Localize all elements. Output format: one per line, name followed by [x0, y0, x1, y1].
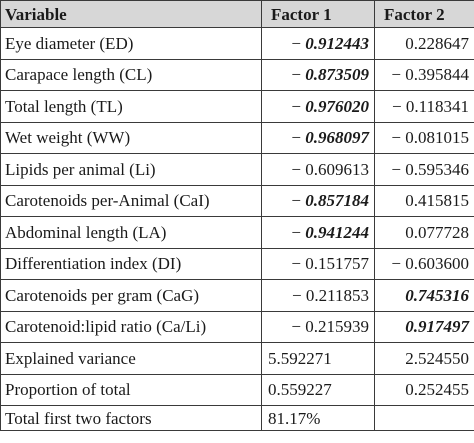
variable-cell: Carapace length (CL): [0, 58, 262, 91]
variable-cell: Explained variance: [0, 342, 262, 375]
factor-2-cell: 0.415815: [374, 184, 474, 217]
variable-cell: Total length (TL): [0, 90, 262, 123]
factor-2-cell: − 0.603600: [374, 247, 474, 280]
factor-1-cell: − 0.151757: [261, 247, 375, 280]
factor-2-cell: 0.917497: [374, 310, 474, 343]
header-factor-1: Factor 1: [261, 0, 375, 28]
factor-1-cell: 81.17%: [261, 405, 375, 431]
variable-cell: Lipids per animal (Li): [0, 153, 262, 186]
factor-1-sign: −: [291, 222, 301, 242]
factor-2-cell: 0.228647: [374, 27, 474, 60]
variable-cell: Eye diameter (ED): [0, 27, 262, 60]
factor-1-cell: 5.592271: [261, 342, 375, 375]
variable-cell: Wet weight (WW): [0, 121, 262, 154]
factor-loadings-table: Variable Factor 1 Factor 2 Eye diameter …: [0, 0, 474, 431]
factor-1-cell: − 0.211853: [261, 279, 375, 312]
table-row: Wet weight (WW) − 0.968097 − 0.081015: [0, 121, 474, 154]
table-row: Differentiation index (DI) − 0.151757 − …: [0, 247, 474, 280]
factor-1-cell: − 0.976020: [261, 90, 375, 123]
factor-1-cell: − 0.215939: [261, 310, 375, 343]
table-row: Carapace length (CL) − 0.873509 − 0.3958…: [0, 58, 474, 91]
factor-1-emphasis: 0.873509: [305, 65, 369, 85]
table-row: Abdominal length (LA) − 0.941244 0.07772…: [0, 216, 474, 249]
variable-cell: Carotenoids per-Animal (CaI): [0, 184, 262, 217]
factor-1-cell: − 0.968097: [261, 121, 375, 154]
table-row: Eye diameter (ED) − 0.912443 0.228647: [0, 27, 474, 60]
variable-cell: Total first two factors: [0, 405, 262, 431]
header-variable: Variable: [0, 0, 262, 28]
factor-2-cell: − 0.395844: [374, 58, 474, 91]
factor-1-cell: − 0.609613: [261, 153, 375, 186]
header-row: Variable Factor 1 Factor 2: [0, 0, 474, 28]
factor-1-emphasis: 0.968097: [305, 128, 369, 148]
factor-1-cell: 0.559227: [261, 373, 375, 406]
table-row: Proportion of total 0.559227 0.252455: [0, 373, 474, 406]
variable-cell: Differentiation index (DI): [0, 247, 262, 280]
factor-2-cell: 2.524550: [374, 342, 474, 375]
factor-1-emphasis: 0.976020: [305, 96, 369, 116]
table-row: Total length (TL) − 0.976020 − 0.118341: [0, 90, 474, 123]
factor-2-cell: − 0.081015: [374, 121, 474, 154]
factor-1-sign: −: [291, 128, 301, 148]
factor-1-sign: −: [291, 191, 301, 211]
table-row: Lipids per animal (Li) − 0.609613 − 0.59…: [0, 153, 474, 186]
variable-cell: Carotenoids per gram (CaG): [0, 279, 262, 312]
factor-1-sign: −: [291, 96, 301, 116]
factor-1-sign: −: [291, 33, 301, 53]
factor-1-sign: −: [291, 65, 301, 85]
table-row: Carotenoid:lipid ratio (Ca/Li) − 0.21593…: [0, 310, 474, 343]
variable-cell: Proportion of total: [0, 373, 262, 406]
factor-2-cell: − 0.595346: [374, 153, 474, 186]
factor-1-emphasis: 0.941244: [305, 222, 369, 242]
factor-1-cell: − 0.857184: [261, 184, 375, 217]
factor-1-cell: − 0.873509: [261, 58, 375, 91]
header-factor-2: Factor 2: [374, 0, 474, 28]
factor-1-emphasis: 0.912443: [305, 33, 369, 53]
factor-2-cell: 0.745316: [374, 279, 474, 312]
factor-2-cell: 0.252455: [374, 373, 474, 406]
table-row: Carotenoids per-Animal (CaI) − 0.857184 …: [0, 184, 474, 217]
variable-cell: Abdominal length (LA): [0, 216, 262, 249]
table-row: Carotenoids per gram (CaG) − 0.211853 0.…: [0, 279, 474, 312]
table-row: Total first two factors 81.17%: [0, 405, 474, 431]
factor-2-cell: − 0.118341: [374, 90, 474, 123]
variable-cell: Carotenoid:lipid ratio (Ca/Li): [0, 310, 262, 343]
factor-2-cell: [374, 405, 474, 431]
factor-1-emphasis: 0.857184: [305, 191, 369, 211]
factor-1-cell: − 0.912443: [261, 27, 375, 60]
factor-1-cell: − 0.941244: [261, 216, 375, 249]
factor-2-cell: 0.077728: [374, 216, 474, 249]
table-row: Explained variance 5.592271 2.524550: [0, 342, 474, 375]
